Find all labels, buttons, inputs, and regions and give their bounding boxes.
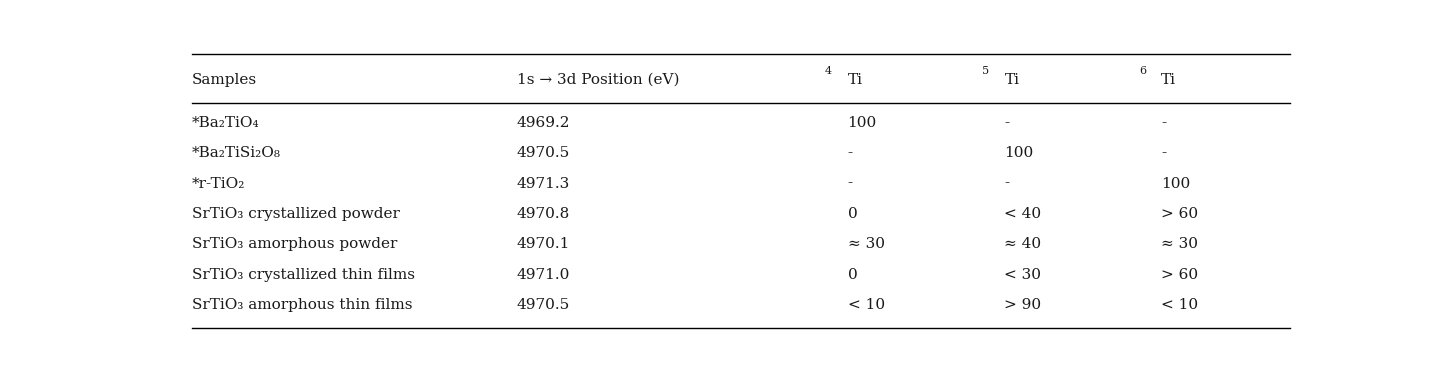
Text: -: -: [1161, 146, 1167, 160]
Text: Ti: Ti: [1005, 73, 1019, 87]
Text: 4970.1: 4970.1: [518, 237, 570, 251]
Text: > 60: > 60: [1161, 267, 1199, 282]
Text: > 90: > 90: [1005, 298, 1041, 312]
Text: *Ba₂TiO₄: *Ba₂TiO₄: [192, 116, 260, 130]
Text: 4969.2: 4969.2: [518, 116, 570, 130]
Text: -: -: [1161, 116, 1167, 130]
Text: 0: 0: [847, 207, 857, 221]
Text: 100: 100: [847, 116, 876, 130]
Text: < 10: < 10: [1161, 298, 1199, 312]
Text: ≈ 30: ≈ 30: [1161, 237, 1199, 251]
Text: 6: 6: [1139, 66, 1147, 76]
Text: 100: 100: [1161, 177, 1190, 190]
Text: Ti: Ti: [1161, 73, 1176, 87]
Text: 4970.5: 4970.5: [518, 146, 570, 160]
Text: < 10: < 10: [847, 298, 885, 312]
Text: 1s → 3d Position (eV): 1s → 3d Position (eV): [518, 73, 680, 87]
Text: *Ba₂TiSi₂O₈: *Ba₂TiSi₂O₈: [192, 146, 281, 160]
Text: < 30: < 30: [1005, 267, 1041, 282]
Text: Samples: Samples: [192, 73, 257, 87]
Text: 4971.3: 4971.3: [518, 177, 570, 190]
Text: 4: 4: [826, 66, 833, 76]
Text: SrTiO₃ amorphous powder: SrTiO₃ amorphous powder: [192, 237, 398, 251]
Text: 100: 100: [1005, 146, 1034, 160]
Text: > 60: > 60: [1161, 207, 1199, 221]
Text: ≈ 40: ≈ 40: [1005, 237, 1041, 251]
Text: 4970.5: 4970.5: [518, 298, 570, 312]
Text: -: -: [1005, 116, 1009, 130]
Text: < 40: < 40: [1005, 207, 1041, 221]
Text: SrTiO₃ amorphous thin films: SrTiO₃ amorphous thin films: [192, 298, 412, 312]
Text: *r-TiO₂: *r-TiO₂: [192, 177, 246, 190]
Text: -: -: [847, 177, 853, 190]
Text: Ti: Ti: [847, 73, 862, 87]
Text: ≈ 30: ≈ 30: [847, 237, 885, 251]
Text: -: -: [1005, 177, 1009, 190]
Text: SrTiO₃ crystallized powder: SrTiO₃ crystallized powder: [192, 207, 401, 221]
Text: 5: 5: [982, 66, 989, 76]
Text: SrTiO₃ crystallized thin films: SrTiO₃ crystallized thin films: [192, 267, 415, 282]
Text: -: -: [847, 146, 853, 160]
Text: 0: 0: [847, 267, 857, 282]
Text: 4970.8: 4970.8: [518, 207, 570, 221]
Text: 4971.0: 4971.0: [518, 267, 570, 282]
